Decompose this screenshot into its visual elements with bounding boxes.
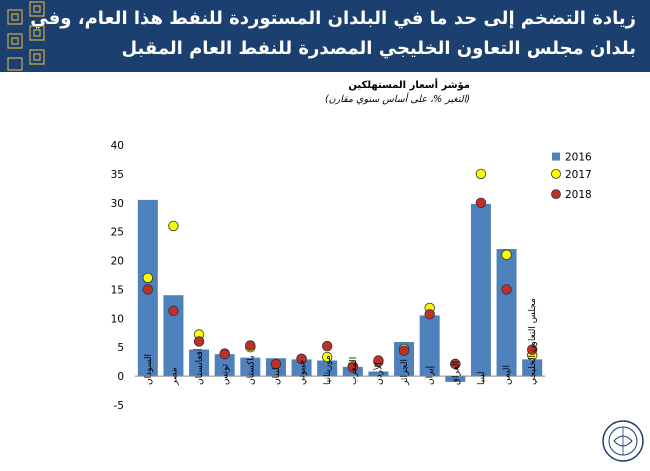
category-label: مجلس التعاون الخليجي [528, 298, 538, 385]
bar-2016 [368, 371, 389, 377]
point-2018 [398, 345, 410, 356]
page-title-line2: بلدان مجلس التعاون الخليجي المصدرة للنفط… [121, 38, 636, 59]
page-title-line1: زيادة التضخم إلى حد ما في البلدان المستو… [30, 8, 636, 29]
y-tick-label: 20 [111, 256, 124, 268]
y-tick-label: 15 [111, 284, 124, 296]
bar-2016 [496, 249, 517, 377]
legend-label: 2017 [565, 169, 592, 181]
legend-swatch-2018 [551, 189, 561, 200]
category-label: جيبوتي [298, 359, 308, 385]
category-label: العراق [451, 361, 461, 385]
bar-2016 [189, 349, 210, 377]
category-label: تونس [221, 363, 231, 385]
point-2018 [245, 340, 256, 351]
bar-2016 [317, 360, 338, 377]
point-2018 [526, 344, 538, 355]
y-tick-label: 10 [111, 313, 124, 325]
chart-title: مؤشر أسعار المستهلكين [348, 80, 470, 91]
point-2018 [424, 309, 435, 320]
y-tick-label: 25 [111, 227, 124, 239]
bar-2016 [470, 203, 491, 377]
bar-2016 [163, 295, 184, 377]
y-tick-label: 35 [111, 169, 124, 181]
point-2018 [270, 358, 282, 370]
category-label: الجزائر [400, 359, 410, 386]
point-2017 [321, 351, 333, 363]
point-2018 [501, 284, 512, 295]
point-2017 [142, 272, 154, 284]
bar-2016 [240, 357, 261, 377]
category-label: لبنان [272, 367, 282, 385]
point-2018 [193, 336, 205, 347]
point-2018 [168, 305, 179, 317]
point-2017 [168, 220, 179, 232]
point-2018 [450, 358, 461, 370]
point-2018 [373, 355, 384, 366]
bar-2016 [522, 359, 543, 377]
legend-swatch-2017 [551, 168, 561, 179]
point-2018 [475, 197, 487, 208]
point-2018 [142, 284, 154, 295]
y-tick-label: 40 [111, 140, 124, 152]
category-label: السودان [144, 354, 154, 385]
category-label: موريتانيا [323, 355, 333, 385]
bar-2016 [419, 315, 440, 377]
category-label: المغرب [349, 357, 359, 385]
y-tick-label: 30 [111, 198, 124, 210]
title-banner: زيادة التضخم إلى حد ما في البلدان المستو… [0, 0, 650, 72]
point-2018 [219, 348, 230, 360]
banner-pattern-icon [7, 1, 45, 71]
point-2017 [501, 249, 512, 260]
y-tick-label: 5 [117, 342, 124, 354]
category-label: مصر [169, 367, 179, 386]
category-label: إيران [426, 366, 436, 385]
y-tick-label: 0 [117, 371, 124, 383]
legend-label: 2016 [565, 152, 592, 164]
category-label: ليبيا [477, 371, 487, 385]
bar-2016 [291, 359, 312, 377]
bar-2016 [214, 354, 235, 377]
point-2018 [321, 340, 333, 352]
point-2018 [347, 362, 359, 373]
bar-2016 [445, 376, 466, 382]
category-label: الأردن [372, 362, 384, 385]
legend-label: 2018 [565, 189, 592, 201]
chart-subtitle: (التغير %، على أساس سنوي مقارن) [324, 94, 470, 105]
category-label: أفغانستان [193, 349, 205, 386]
point-2018 [296, 353, 307, 364]
category-label: باكستان [246, 355, 256, 385]
y-tick-label: -5 [114, 400, 124, 412]
point-2017 [475, 168, 487, 180]
category-label: اليمن [503, 365, 513, 385]
legend-swatch-2016 [552, 152, 560, 161]
imf-logo-icon [602, 420, 644, 462]
